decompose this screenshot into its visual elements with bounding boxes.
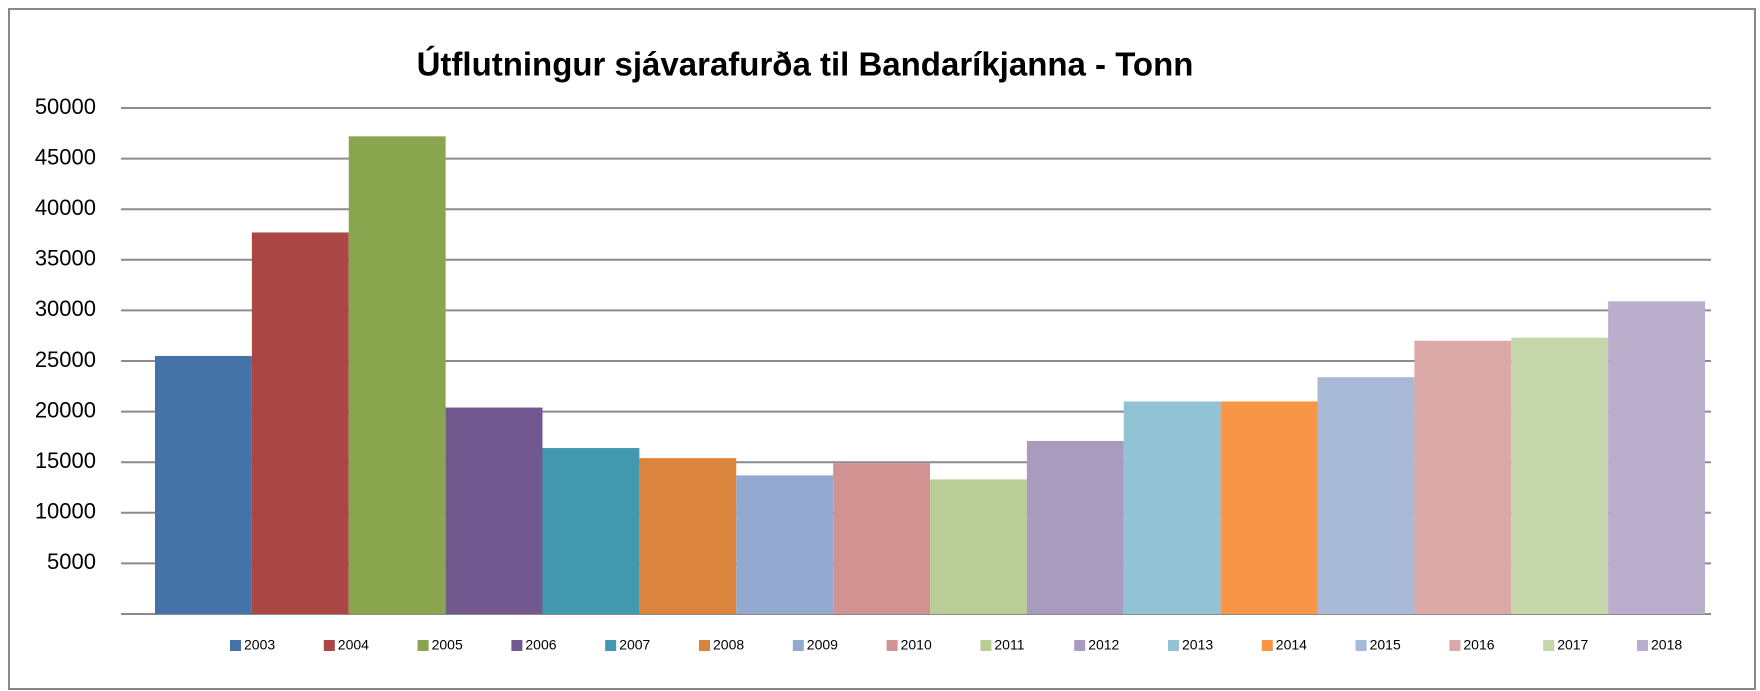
- legend-label: 2009: [807, 637, 838, 653]
- legend-swatch: [511, 640, 523, 651]
- bar: [251, 232, 349, 614]
- legend-swatch: [980, 640, 992, 651]
- legend-label: 2013: [1182, 637, 1213, 653]
- legend-label: 2017: [1557, 637, 1588, 653]
- bar: [348, 136, 446, 614]
- legend-label: 2016: [1463, 637, 1494, 653]
- legend-swatch: [1074, 640, 1086, 651]
- bar: [445, 407, 543, 614]
- legend-swatch: [886, 640, 898, 651]
- y-tick-label: 45000: [35, 144, 96, 169]
- legend-swatch: [699, 640, 710, 651]
- y-tick-label: 50000: [35, 94, 96, 119]
- bar: [1511, 337, 1609, 614]
- legend-label: 2005: [432, 637, 463, 653]
- bar: [1608, 301, 1705, 614]
- y-tick-label: 10000: [35, 499, 96, 524]
- bar: [639, 458, 737, 614]
- bar: [930, 479, 1027, 614]
- legend-label: 2006: [525, 637, 556, 653]
- legend-swatch: [792, 640, 804, 651]
- legend-label: 2012: [1088, 637, 1119, 653]
- legend-label: 2011: [994, 637, 1024, 653]
- legend-swatch: [417, 640, 429, 651]
- legend-swatch: [230, 640, 241, 651]
- bar: [1123, 401, 1221, 614]
- legend-swatch: [1637, 640, 1648, 651]
- legend-swatch: [1543, 640, 1555, 651]
- y-tick-label: 40000: [35, 195, 96, 220]
- legend-swatch: [1261, 640, 1273, 651]
- legend-swatch: [605, 640, 617, 651]
- bar: [833, 463, 930, 614]
- chart-title: Útflutningur sjávarafurða til Bandaríkja…: [417, 46, 1194, 83]
- bar: [1220, 401, 1318, 614]
- y-tick-label: 5000: [47, 549, 96, 574]
- bar: [1317, 377, 1415, 614]
- bar: [542, 448, 640, 614]
- legend-swatch: [323, 640, 335, 651]
- bar: [736, 475, 834, 614]
- legend-label: 2014: [1276, 637, 1307, 653]
- legend-swatch: [1168, 640, 1179, 651]
- legend-label: 2015: [1370, 637, 1401, 653]
- y-tick-label: 35000: [35, 246, 96, 271]
- legend-swatch: [1449, 640, 1461, 651]
- legend-swatch: [1355, 640, 1367, 651]
- legend-label: 2018: [1651, 637, 1682, 653]
- y-tick-label: 25000: [35, 347, 96, 372]
- legend-label: 2004: [338, 637, 369, 653]
- legend-label: 2003: [244, 637, 275, 653]
- legend-label: 2008: [713, 637, 744, 653]
- y-tick-label: 30000: [35, 296, 96, 321]
- legend-label: 2007: [619, 637, 650, 653]
- y-tick-label: 20000: [35, 397, 96, 422]
- bar: [1026, 440, 1124, 614]
- bar: [1414, 340, 1512, 614]
- bar: [155, 355, 252, 614]
- legend-label: 2010: [901, 637, 932, 653]
- y-tick-label: 15000: [35, 448, 96, 473]
